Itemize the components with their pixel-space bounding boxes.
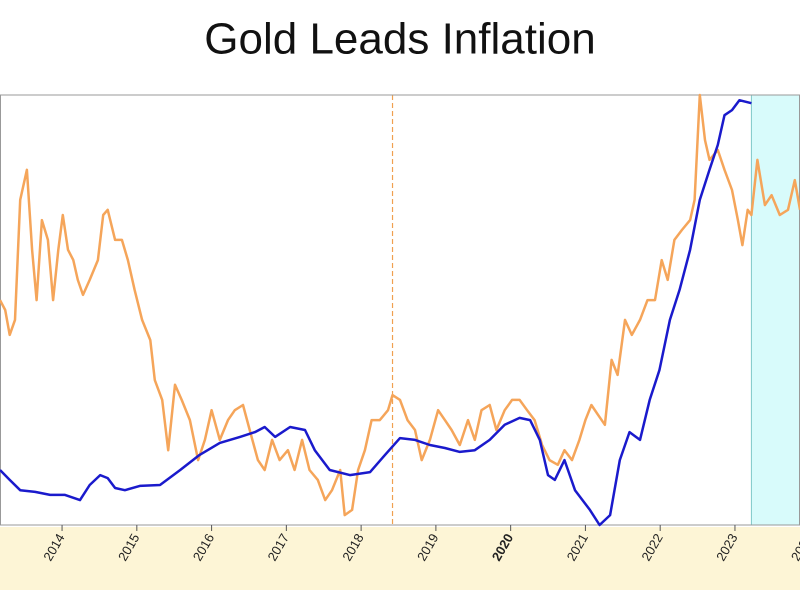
chart-title: Gold Leads Inflation [204, 15, 595, 64]
line-series [0, 98, 752, 527]
line-series [0, 93, 800, 517]
plot-frame [0, 94, 800, 526]
plot-area [0, 93, 800, 527]
x-axis-band [0, 527, 800, 590]
shaded-region [750, 94, 800, 526]
